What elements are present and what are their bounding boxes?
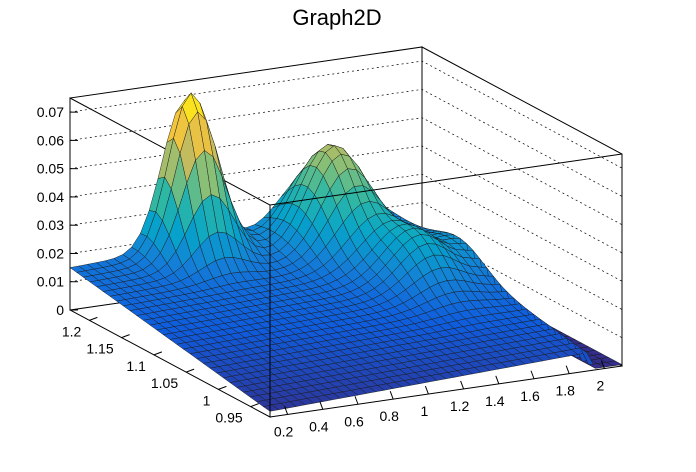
x-tick-label: 0.2 bbox=[274, 423, 294, 439]
x-tick bbox=[354, 396, 359, 405]
y-tick-label: 1 bbox=[203, 392, 211, 408]
chart-title: Graph2D bbox=[292, 5, 381, 30]
y-tick-label: 1.2 bbox=[62, 323, 82, 339]
x-tick bbox=[319, 401, 324, 410]
z-tick-label: 0.03 bbox=[37, 217, 64, 233]
x-tick bbox=[565, 365, 570, 374]
z-grid-line bbox=[69, 173, 623, 282]
z-tick-label: 0.04 bbox=[37, 189, 64, 205]
y-tick-label: 1.1 bbox=[126, 358, 146, 374]
z-tick-label: 0.01 bbox=[37, 274, 64, 290]
x-tick-label: 1.4 bbox=[485, 393, 505, 409]
x-tick bbox=[424, 385, 429, 395]
z-tick-label: 0 bbox=[56, 302, 64, 318]
x-tick bbox=[284, 406, 289, 415]
z-axis: 0 0.01 0.02 0.03 0.04 0.05 0.06 0.07 bbox=[37, 104, 78, 318]
y-tick-label: 0.95 bbox=[215, 410, 242, 426]
x-tick-label: 0.6 bbox=[344, 413, 364, 429]
z-grid-line bbox=[69, 202, 623, 310]
x-tick bbox=[460, 380, 465, 390]
x-axis: 0.2 0.4 0.6 0.8 1 1.2 1.4 1.6 1.8 2 bbox=[274, 360, 605, 439]
z-tick-label: 0.02 bbox=[37, 245, 64, 261]
y-tick bbox=[250, 403, 259, 408]
z-grid-line bbox=[69, 60, 623, 169]
surface-cell bbox=[606, 360, 623, 367]
x-tick-label: 1.2 bbox=[450, 398, 470, 414]
x-tick bbox=[389, 390, 394, 400]
y-tick-label: 1.05 bbox=[151, 375, 178, 391]
x-tick bbox=[600, 360, 605, 369]
x-tick-label: 1.8 bbox=[555, 383, 575, 399]
y-tick bbox=[89, 316, 98, 321]
x-tick-label: 0.8 bbox=[379, 408, 399, 424]
surface bbox=[69, 92, 623, 412]
front-frame bbox=[269, 153, 623, 418]
z-grid-line bbox=[69, 117, 623, 226]
x-tick-label: 2 bbox=[597, 378, 605, 394]
x-tick-label: 1 bbox=[421, 403, 429, 419]
y-tick-label: 1.15 bbox=[86, 341, 113, 357]
z-tick-label: 0.07 bbox=[37, 104, 64, 120]
frame-edge bbox=[269, 153, 623, 206]
frame-edge bbox=[269, 365, 623, 418]
x-tick-label: 1.6 bbox=[520, 388, 540, 404]
z-tick-label: 0.05 bbox=[37, 161, 64, 177]
y-axis: 0.951 1.05 1.1 1.151.2 bbox=[62, 316, 259, 426]
x-tick bbox=[495, 375, 500, 385]
z-tick-label: 0.06 bbox=[37, 132, 64, 148]
y-tick bbox=[121, 334, 130, 339]
y-tick bbox=[153, 351, 163, 356]
z-grid-line bbox=[69, 145, 623, 254]
x-tick-label: 0.4 bbox=[309, 418, 329, 434]
y-tick bbox=[218, 385, 227, 390]
y-tick bbox=[185, 368, 195, 373]
z-grid-line bbox=[69, 89, 623, 197]
x-tick bbox=[530, 370, 535, 379]
